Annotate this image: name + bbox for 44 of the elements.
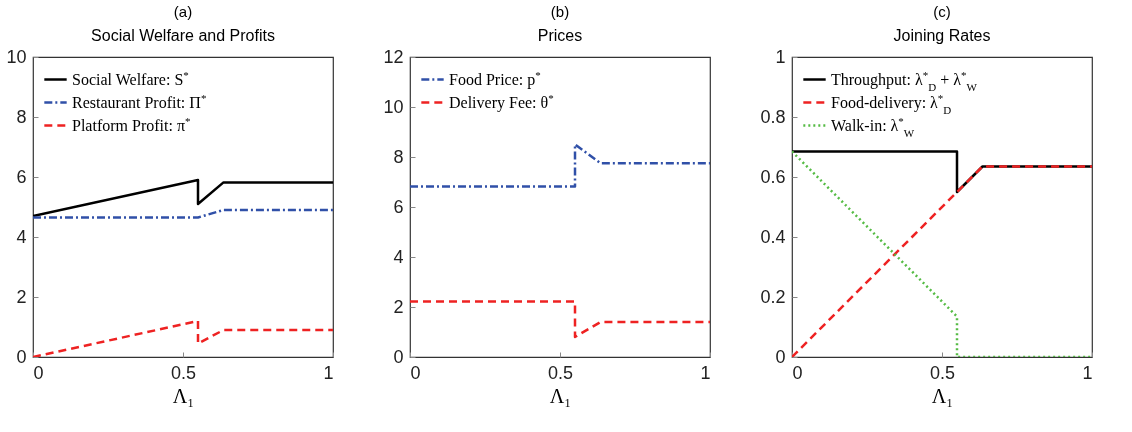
line-series [33,178,333,218]
x-tick-label: 0.5 [929,362,956,383]
chart-title: (b) [550,3,570,20]
y-tick-label: 0.6 [760,166,786,187]
y-tick-label: 10 [6,46,27,67]
line-series [33,319,333,357]
y-tick-label: 0 [393,346,404,367]
y-tick-label: 8 [16,106,27,127]
y-tick-label: 6 [393,196,404,217]
x-axis-title: Λ₁ [931,384,954,407]
y-tick-label: 0 [16,346,27,367]
y-tick-label: 8 [393,146,404,167]
x-tick-label: 0 [410,362,421,383]
y-tick-label: 0.2 [760,286,786,307]
x-tick-label: 0 [33,362,44,383]
x-tick-label: 0 [792,362,803,383]
x-tick-label: 1 [700,362,711,383]
chart-title: (a) [173,3,193,20]
y-tick-label: 2 [16,286,27,307]
y-tick-label: 4 [393,246,404,267]
y-tick-label: 6 [16,166,27,187]
legend-label: Food Price: p$^{*}$ [449,68,541,89]
x-tick-label: 0.5 [547,362,574,383]
x-tick-label: 0.5 [170,362,197,383]
x-tick-label: 1 [1082,362,1093,383]
y-tick-label: 1 [775,46,786,67]
y-tick-label: 0 [775,346,786,367]
legend-label: Platform Profit: π$^{*}$ [72,114,191,134]
y-tick-label: 10 [383,96,404,117]
legend-label: Social Welfare: S$^{*}$ [72,68,189,88]
y-tick-label: 2 [393,296,404,317]
x-tick-label: 1 [323,362,334,383]
chart-subtitle: Prices [537,27,583,44]
chart-title: (c) [933,3,951,20]
y-tick-label: 4 [16,226,27,247]
chart-subtitle: Joining Rates [893,27,991,44]
y-tick-label: 12 [383,46,404,67]
x-axis-title: Λ₁ [549,384,572,407]
chart-subtitle: Social Welfare and Profits [91,27,275,44]
legend-label: Delivery Fee: θ$^{*}$ [449,91,554,112]
y-tick-label: 0.8 [760,106,786,127]
y-tick-label: 0.4 [760,226,786,247]
x-axis-title: Λ₁ [172,384,195,407]
legend-label: Restaurant Profit: Π$^{*}$ [72,91,207,111]
